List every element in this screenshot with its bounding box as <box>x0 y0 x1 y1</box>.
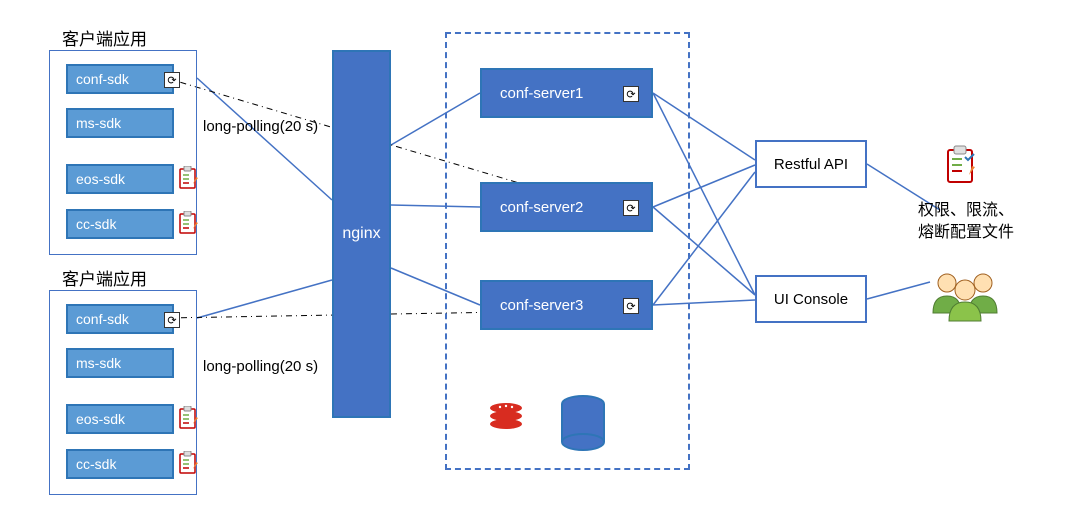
database-icon <box>560 395 606 456</box>
client-app-container: conf-sdk⟳ ms-sdk eos-sdk cc-sdk <box>49 50 197 255</box>
conf-server-box: conf-server3⟳ <box>480 280 653 330</box>
right-line2: 熔断配置文件 <box>918 222 1014 244</box>
redis-icon <box>488 400 524 432</box>
clipboard-icon <box>178 406 198 430</box>
right-line1: 权限、限流、 <box>918 200 1014 222</box>
sdk-box: ms-sdk <box>66 108 174 138</box>
refresh-icon: ⟳ <box>623 298 639 314</box>
conf-server-box: conf-server2⟳ <box>480 182 653 232</box>
refresh-icon: ⟳ <box>623 86 639 102</box>
polling-label: long-polling(20 s) <box>203 118 318 135</box>
api-box: Restful API <box>755 140 867 188</box>
api-box: UI Console <box>755 275 867 323</box>
sdk-box: conf-sdk⟳ <box>66 304 174 334</box>
sdk-box: ms-sdk <box>66 348 174 378</box>
clipboard-icon <box>178 166 198 190</box>
refresh-icon: ⟳ <box>164 72 180 88</box>
sdk-box: cc-sdk <box>66 209 174 239</box>
right-description: 权限、限流、 熔断配置文件 <box>918 200 1014 245</box>
sdk-box: eos-sdk <box>66 164 174 194</box>
nginx-box: nginx <box>332 50 391 418</box>
sdk-box: cc-sdk <box>66 449 174 479</box>
conf-server-box: conf-server1⟳ <box>480 68 653 118</box>
clipboard-icon <box>945 145 977 185</box>
sdk-box: eos-sdk <box>66 404 174 434</box>
users-icon <box>925 268 1005 328</box>
polling-label: long-polling(20 s) <box>203 358 318 375</box>
nginx-label: nginx <box>342 225 380 243</box>
sdk-box: conf-sdk⟳ <box>66 64 174 94</box>
clipboard-icon <box>178 451 198 475</box>
refresh-icon: ⟳ <box>623 200 639 216</box>
client-app-container: conf-sdk⟳ ms-sdk eos-sdk cc-sdk <box>49 290 197 495</box>
client-title: 客户端应用 <box>62 25 147 50</box>
client-title: 客户端应用 <box>62 265 147 290</box>
refresh-icon: ⟳ <box>164 312 180 328</box>
clipboard-icon <box>178 211 198 235</box>
